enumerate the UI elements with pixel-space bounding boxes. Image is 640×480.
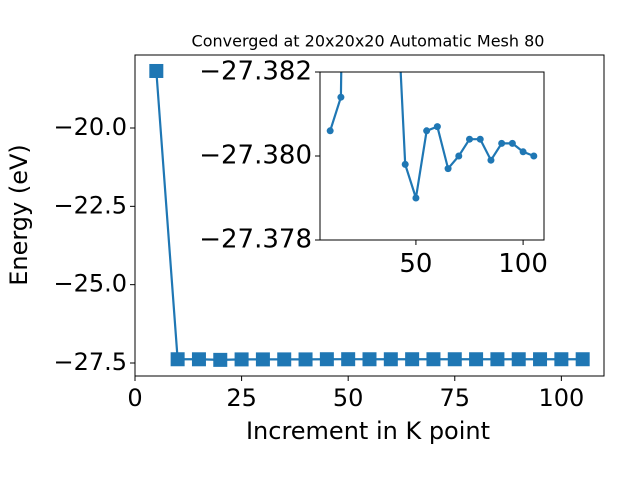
- marker: [341, 352, 356, 367]
- series: [326, 72, 538, 202]
- marker: [401, 160, 409, 168]
- marker: [530, 152, 538, 160]
- marker: [298, 352, 313, 367]
- marker: [511, 352, 526, 367]
- marker: [490, 352, 505, 367]
- marker: [149, 63, 164, 78]
- y-tick-label: −27.380: [199, 141, 312, 171]
- marker: [469, 352, 484, 367]
- marker: [277, 352, 292, 367]
- marker: [319, 352, 334, 367]
- marker: [508, 139, 516, 147]
- marker: [383, 352, 398, 367]
- x-tick-label: 50: [333, 384, 364, 412]
- marker: [234, 352, 249, 367]
- axes-frame: [134, 54, 605, 377]
- y-tick-label: −22.5: [53, 191, 127, 219]
- x-tick-label: 75: [439, 384, 470, 412]
- marker: [533, 352, 548, 367]
- marker: [575, 352, 590, 367]
- marker: [519, 148, 527, 156]
- marker: [412, 194, 420, 202]
- marker: [444, 165, 452, 173]
- x-tick-label: 50: [399, 249, 432, 279]
- marker: [326, 127, 334, 135]
- x-axis-label: Increment in K point: [246, 417, 490, 445]
- x-tick-label: 0: [127, 384, 142, 412]
- marker: [466, 135, 474, 143]
- marker: [554, 352, 569, 367]
- y-axis-label: Energy (eV): [5, 144, 33, 286]
- marker: [455, 152, 463, 160]
- chart-title: Converged at 20x20x20 Automatic Mesh 80: [192, 32, 545, 51]
- y-tick-label: −27.382: [199, 57, 312, 87]
- marker: [170, 352, 185, 367]
- x-tick-label: 100: [498, 249, 548, 279]
- x-tick-label: 25: [226, 384, 257, 412]
- marker: [426, 352, 441, 367]
- marker: [337, 93, 345, 101]
- marker: [255, 352, 270, 367]
- y-tick-label: −27.5: [53, 348, 127, 376]
- marker: [498, 139, 506, 147]
- marker: [362, 352, 377, 367]
- x-tick-label: 100: [538, 384, 584, 412]
- marker: [433, 123, 441, 131]
- marker: [447, 352, 462, 367]
- y-tick-label: −25.0: [53, 270, 127, 298]
- marker: [476, 135, 484, 143]
- y-tick-label: −27.378: [199, 225, 312, 255]
- marker: [191, 352, 206, 367]
- y-tick-label: −20.0: [53, 113, 127, 141]
- marker: [423, 127, 431, 135]
- marker: [213, 352, 228, 367]
- series: [149, 63, 590, 367]
- marker: [405, 352, 420, 367]
- marker: [487, 156, 495, 164]
- plot-area: [320, 72, 544, 240]
- axes: 50 100 −27.382 −27.380 −27.378: [199, 57, 548, 280]
